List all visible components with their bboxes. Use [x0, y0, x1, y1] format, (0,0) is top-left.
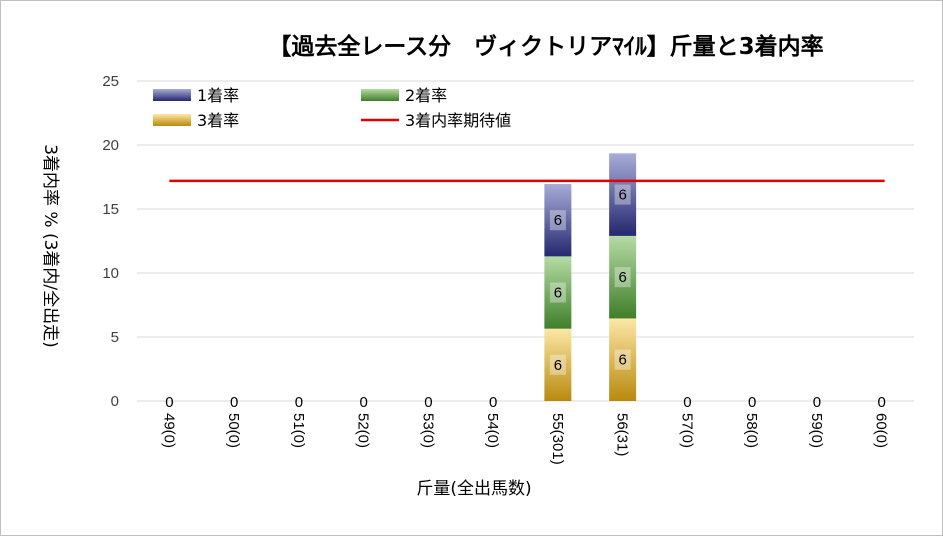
zero-value-label: 0 — [683, 394, 691, 411]
y-tick-label: 0 — [111, 393, 119, 410]
zero-value-label: 0 — [748, 394, 756, 411]
gridlines — [137, 80, 914, 402]
x-tick-label: 51(0) — [290, 413, 307, 448]
segment-label: 6 — [618, 352, 626, 369]
legend-label: 3着内率期待値 — [405, 111, 511, 130]
segment-label-bg — [614, 184, 631, 205]
chart-title: 【過去全レース分 ヴィクトリアﾏｲﾙ】斤量と3着内率 — [268, 33, 823, 60]
zero-value-label: 0 — [489, 394, 497, 411]
segment-label: 6 — [618, 269, 626, 286]
bar-segment — [544, 184, 572, 257]
y-tick-label: 5 — [111, 329, 119, 346]
legend-swatch — [153, 114, 191, 126]
zero-value-label: 0 — [877, 394, 885, 411]
legend-label: 1着率 — [197, 86, 239, 105]
x-tick-label: 52(0) — [355, 413, 372, 448]
bar-segment — [544, 328, 572, 401]
y-axis-title: 3着内率 % (3着内/全出走) — [40, 144, 60, 348]
segment-label-bg — [549, 354, 566, 375]
x-tick-label: 58(0) — [743, 413, 760, 448]
legend: 1着率 2着率 3着率 3着内率期待値 — [153, 86, 511, 130]
bar-segment — [609, 235, 637, 319]
segment-label: 6 — [618, 187, 626, 204]
y-tick-label: 15 — [102, 201, 119, 218]
segment-label: 6 — [554, 357, 562, 374]
x-tick-label: 56(31) — [614, 413, 631, 456]
y-axis-ticks: 0 5 10 15 20 25 — [102, 73, 119, 410]
zero-value-label: 0 — [424, 394, 432, 411]
legend-label: 2着率 — [405, 86, 447, 105]
x-tick-label: 57(0) — [678, 413, 695, 448]
x-tick-label: 49(0) — [160, 413, 177, 448]
segment-label-bg — [549, 210, 566, 231]
x-tick-label: 59(0) — [808, 413, 825, 448]
bar-segment — [609, 153, 637, 236]
segment-label: 6 — [554, 285, 562, 302]
bar-segment — [544, 256, 572, 329]
x-tick-label: 55(301) — [549, 413, 566, 465]
legend-swatch — [361, 89, 399, 101]
bars: 0 0 0 0 0 0 6 6 6 6 6 6 0 0 0 0 — [165, 153, 886, 411]
legend-label: 3着率 — [197, 111, 239, 130]
y-tick-label: 10 — [102, 265, 119, 282]
x-tick-label: 53(0) — [419, 413, 436, 448]
x-tick-label: 54(0) — [484, 413, 501, 448]
y-tick-label: 20 — [102, 137, 119, 154]
segment-label: 6 — [554, 212, 562, 229]
x-axis-title: 斤量(全出馬数) — [416, 479, 531, 499]
segment-label-bg — [614, 349, 631, 370]
bar-segment — [609, 318, 637, 401]
segment-label-bg — [614, 267, 631, 288]
zero-value-label: 0 — [165, 394, 173, 411]
zero-value-label: 0 — [359, 394, 367, 411]
zero-value-label: 0 — [813, 394, 821, 411]
zero-value-label: 0 — [230, 394, 238, 411]
y-tick-label: 25 — [102, 73, 119, 90]
zero-value-label: 0 — [295, 394, 303, 411]
segment-label-bg — [549, 282, 566, 303]
x-axis-ticks: 49(0) 50(0) 51(0) 52(0) 53(0) 54(0) 55(301) 56(… — [160, 413, 889, 465]
legend-swatch — [153, 89, 191, 101]
x-tick-label: 60(0) — [873, 413, 890, 448]
x-tick-label: 50(0) — [225, 413, 242, 448]
